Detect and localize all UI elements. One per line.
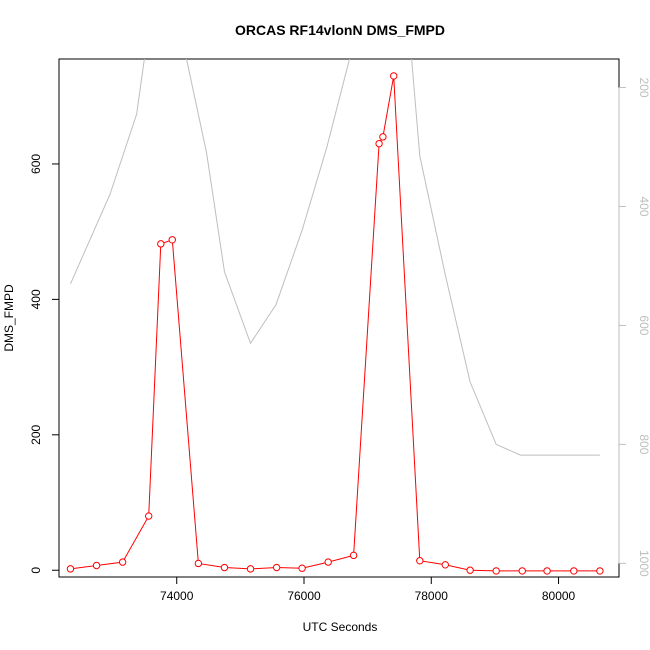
x-tick-label: 80000 bbox=[542, 589, 576, 603]
x-axis: 74000 76000 78000 80000 bbox=[160, 576, 576, 603]
data-point bbox=[390, 72, 398, 80]
data-point bbox=[375, 139, 383, 148]
data-point bbox=[118, 558, 127, 566]
marker-layer bbox=[66, 72, 604, 575]
series-line-dms-fmpd bbox=[70, 75, 600, 572]
data-point bbox=[157, 240, 165, 248]
data-point bbox=[246, 565, 255, 573]
y-axis-label: DMS_FMPD bbox=[2, 284, 16, 352]
data-point bbox=[66, 565, 75, 573]
y2-tick-label: 200 bbox=[637, 78, 650, 98]
x-tick-label: 74000 bbox=[160, 589, 194, 603]
y-tick-label: 200 bbox=[29, 424, 43, 444]
y-axis-left: 0 200 400 600 bbox=[29, 154, 60, 574]
data-point bbox=[349, 551, 358, 560]
plot-frame bbox=[58, 58, 620, 578]
data-point bbox=[379, 133, 387, 141]
data-point bbox=[466, 566, 474, 574]
y2-tick-label: 1000 bbox=[637, 550, 650, 577]
data-point bbox=[416, 557, 424, 565]
data-point bbox=[492, 567, 500, 575]
data-point bbox=[194, 559, 203, 568]
y2-tick-label: 600 bbox=[637, 315, 650, 335]
data-point bbox=[570, 567, 578, 575]
data-point bbox=[441, 561, 449, 569]
series-line-right-axis bbox=[70, 59, 600, 456]
data-point bbox=[92, 561, 101, 570]
data-point bbox=[272, 563, 281, 572]
y-tick-label: 600 bbox=[29, 154, 43, 174]
y-tick-label: 0 bbox=[29, 567, 43, 574]
y-axis-right: 200 400 600 800 1000 bbox=[618, 78, 650, 577]
y2-tick-label: 800 bbox=[637, 434, 650, 454]
data-point bbox=[543, 567, 551, 575]
x-axis-label: UTC Seconds bbox=[303, 620, 378, 634]
data-point bbox=[596, 567, 604, 575]
y-tick-label: 400 bbox=[29, 289, 43, 309]
x-tick-label: 76000 bbox=[287, 589, 321, 603]
data-point bbox=[324, 558, 332, 566]
series-layer bbox=[70, 59, 600, 572]
chart-title: ORCAS RF14vlonN DMS_FMPD bbox=[235, 22, 445, 38]
data-point bbox=[298, 564, 306, 572]
data-point bbox=[145, 512, 153, 520]
y2-tick-label: 400 bbox=[637, 196, 650, 216]
data-point bbox=[168, 236, 176, 244]
data-point bbox=[220, 563, 229, 572]
x-tick-label: 78000 bbox=[415, 589, 449, 603]
data-point bbox=[518, 567, 526, 575]
